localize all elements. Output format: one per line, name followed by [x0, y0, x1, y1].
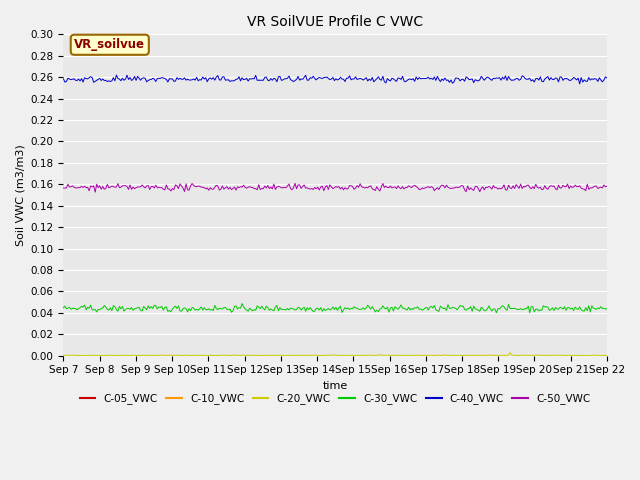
- Title: VR SoilVUE Profile C VWC: VR SoilVUE Profile C VWC: [247, 15, 423, 29]
- Legend: C-05_VWC, C-10_VWC, C-20_VWC, C-30_VWC, C-40_VWC, C-50_VWC: C-05_VWC, C-10_VWC, C-20_VWC, C-30_VWC, …: [76, 389, 595, 408]
- X-axis label: time: time: [323, 381, 348, 391]
- Y-axis label: Soil VWC (m3/m3): Soil VWC (m3/m3): [15, 144, 25, 246]
- Text: VR_soilvue: VR_soilvue: [74, 38, 145, 51]
